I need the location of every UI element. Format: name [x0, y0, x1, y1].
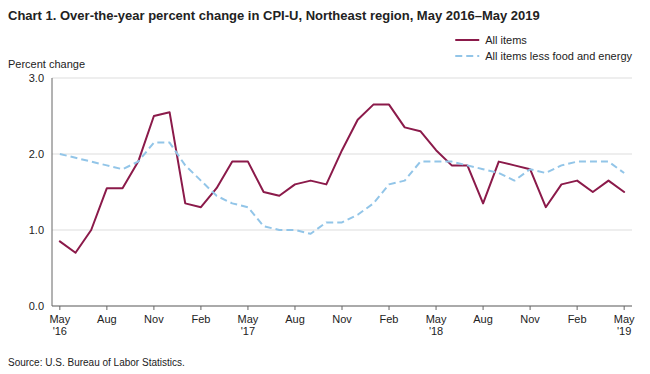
- chart: Chart 1. Over-the-year percent change in…: [0, 0, 650, 374]
- x-tick: [294, 306, 295, 310]
- x-tick-label-line: Nov: [144, 313, 164, 325]
- x-tick: [200, 306, 201, 310]
- x-tick-label: Aug: [473, 313, 493, 325]
- x-tick-label: May'16: [49, 313, 70, 337]
- x-tick-label: Feb: [191, 313, 210, 325]
- x-tick-label: Nov: [332, 313, 352, 325]
- x-tick-label: May'17: [238, 313, 259, 337]
- x-tick-label-line: '17: [241, 325, 255, 337]
- x-tick-label-line: Aug: [97, 313, 117, 325]
- legend-label: All items less food and energy: [485, 50, 632, 62]
- x-tick-label-line: May: [238, 313, 259, 325]
- x-tick-label-line: '18: [429, 325, 443, 337]
- x-tick: [342, 306, 343, 310]
- x-tick-label-line: May: [614, 313, 635, 325]
- x-tick-label: May'19: [614, 313, 635, 337]
- grid-line: [52, 78, 632, 79]
- x-tick: [436, 306, 437, 310]
- lines: [60, 105, 624, 253]
- x-tick-label: Feb: [568, 313, 587, 325]
- x-tick-label: Nov: [144, 313, 164, 325]
- y-tick-label: 3.0: [29, 72, 44, 84]
- y-tick-label: 1.0: [29, 224, 44, 236]
- x-tick-label-line: Feb: [380, 313, 399, 325]
- x-tick-label-line: Nov: [520, 313, 540, 325]
- x-tick: [577, 306, 578, 310]
- source: Source: U.S. Bureau of Labor Statistics.: [8, 357, 185, 368]
- x-tick: [247, 306, 248, 310]
- x-tick-label: May'18: [426, 313, 447, 337]
- x-tick-label-line: May: [426, 313, 447, 325]
- x-tick: [389, 306, 390, 310]
- legend-label: All items: [485, 34, 527, 46]
- x-tick-label-line: Aug: [473, 313, 493, 325]
- legend-swatch: [455, 55, 479, 57]
- x-tick-label-line: May: [49, 313, 70, 325]
- title: Chart 1. Over-the-year percent change in…: [8, 8, 540, 23]
- x-tick: [530, 306, 531, 310]
- series-line: [60, 105, 624, 253]
- x-tick: [59, 306, 60, 310]
- y-axis-line: [52, 78, 53, 306]
- x-tick-label-line: Feb: [568, 313, 587, 325]
- legend: All items All items less food and energy: [455, 34, 632, 62]
- x-tick-label: Feb: [380, 313, 399, 325]
- x-tick: [106, 306, 107, 310]
- x-tick-label-line: '16: [53, 325, 67, 337]
- x-tick-label-line: '19: [617, 325, 631, 337]
- grid-line: [52, 230, 632, 231]
- x-tick-label: Aug: [285, 313, 305, 325]
- x-tick-label-line: Nov: [332, 313, 352, 325]
- x-tick: [483, 306, 484, 310]
- x-tick-label-line: Aug: [285, 313, 305, 325]
- y-tick-label: 2.0: [29, 148, 44, 160]
- y-label: Percent change: [8, 58, 85, 70]
- grid: [52, 78, 632, 306]
- legend-swatch: [455, 39, 479, 41]
- series-line: [60, 143, 624, 234]
- y-tick-label: 0.0: [29, 300, 44, 312]
- grid-line: [52, 154, 632, 155]
- x-tick: [153, 306, 154, 310]
- x-tick: [624, 306, 625, 310]
- x-tick-label: Aug: [97, 313, 117, 325]
- x-tick-label-line: Feb: [191, 313, 210, 325]
- x-tick-label: Nov: [520, 313, 540, 325]
